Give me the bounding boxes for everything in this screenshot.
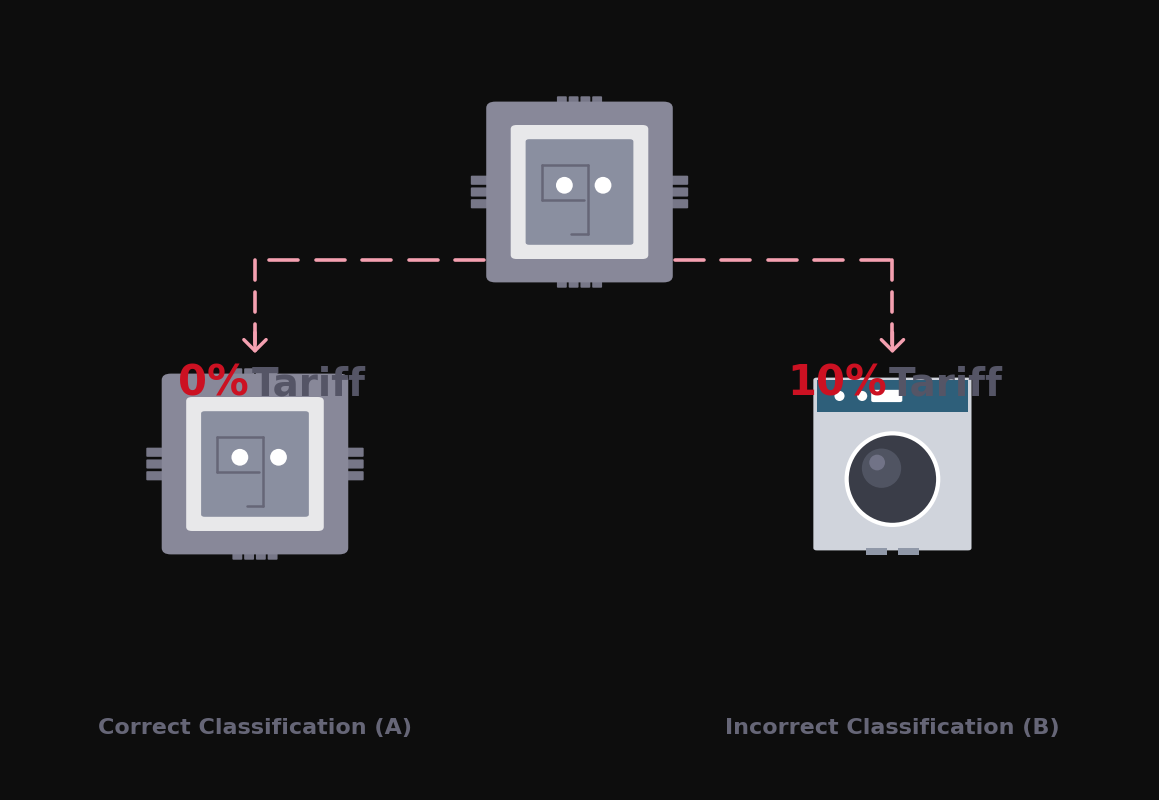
FancyBboxPatch shape <box>202 411 308 517</box>
FancyBboxPatch shape <box>592 262 602 288</box>
Ellipse shape <box>270 449 287 466</box>
FancyBboxPatch shape <box>662 176 688 185</box>
Ellipse shape <box>232 449 248 466</box>
FancyBboxPatch shape <box>487 102 672 282</box>
Ellipse shape <box>556 177 573 194</box>
FancyBboxPatch shape <box>662 199 688 208</box>
FancyBboxPatch shape <box>256 368 265 394</box>
FancyBboxPatch shape <box>814 378 971 550</box>
FancyBboxPatch shape <box>511 125 648 259</box>
Text: Correct Classification (A): Correct Classification (A) <box>99 718 411 738</box>
Bar <box>898 548 919 554</box>
FancyBboxPatch shape <box>471 176 497 185</box>
Text: 10%: 10% <box>787 363 887 405</box>
FancyBboxPatch shape <box>268 368 277 394</box>
Text: Tariff: Tariff <box>252 365 365 403</box>
FancyBboxPatch shape <box>146 448 173 457</box>
FancyBboxPatch shape <box>245 368 254 394</box>
FancyBboxPatch shape <box>146 471 173 480</box>
FancyBboxPatch shape <box>526 139 633 245</box>
FancyBboxPatch shape <box>569 262 578 288</box>
FancyBboxPatch shape <box>146 459 173 469</box>
FancyBboxPatch shape <box>592 96 602 122</box>
FancyBboxPatch shape <box>233 368 242 394</box>
FancyBboxPatch shape <box>581 96 590 122</box>
FancyBboxPatch shape <box>471 187 497 197</box>
Ellipse shape <box>845 431 940 527</box>
FancyBboxPatch shape <box>162 374 348 554</box>
Bar <box>866 548 887 554</box>
FancyBboxPatch shape <box>581 262 590 288</box>
FancyBboxPatch shape <box>187 397 323 531</box>
FancyBboxPatch shape <box>256 534 265 560</box>
Ellipse shape <box>848 435 936 523</box>
Text: Incorrect Classification (B): Incorrect Classification (B) <box>726 718 1059 738</box>
Text: 0%: 0% <box>178 363 249 405</box>
FancyBboxPatch shape <box>872 390 903 402</box>
FancyBboxPatch shape <box>557 96 567 122</box>
FancyBboxPatch shape <box>268 534 277 560</box>
Bar <box>817 380 968 412</box>
FancyBboxPatch shape <box>245 534 254 560</box>
Ellipse shape <box>834 391 845 401</box>
Text: Tariff: Tariff <box>889 365 1003 403</box>
Ellipse shape <box>862 449 902 488</box>
FancyBboxPatch shape <box>337 471 364 480</box>
FancyBboxPatch shape <box>337 459 364 469</box>
Ellipse shape <box>858 391 867 401</box>
FancyBboxPatch shape <box>233 534 242 560</box>
FancyBboxPatch shape <box>569 96 578 122</box>
FancyBboxPatch shape <box>337 448 364 457</box>
FancyBboxPatch shape <box>557 262 567 288</box>
Ellipse shape <box>595 177 612 194</box>
Ellipse shape <box>869 454 885 470</box>
FancyBboxPatch shape <box>662 187 688 197</box>
FancyBboxPatch shape <box>471 199 497 208</box>
